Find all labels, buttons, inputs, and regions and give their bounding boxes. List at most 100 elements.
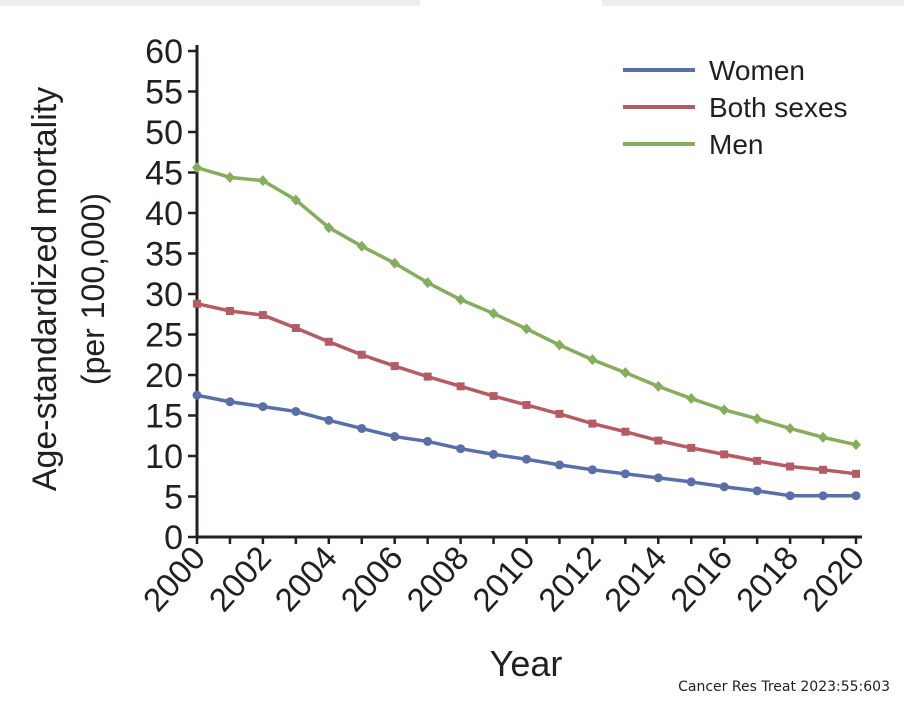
citation-text: Cancer Res Treat 2023:55:603 <box>678 679 890 695</box>
data-point <box>357 423 367 433</box>
data-point <box>224 171 235 183</box>
y-tick-label: 50 <box>145 114 183 152</box>
data-point <box>554 460 564 470</box>
data-point <box>587 354 598 366</box>
data-point <box>752 413 763 425</box>
legend: Women Both sexes Men <box>623 55 848 160</box>
data-point <box>719 404 730 416</box>
data-point <box>192 162 202 174</box>
data-point <box>258 402 268 412</box>
y-tick-label: 35 <box>145 236 183 274</box>
data-point <box>786 462 795 471</box>
data-point <box>488 307 499 319</box>
legend-item-both-sexes: Both sexes <box>623 92 848 123</box>
data-point <box>290 194 301 206</box>
data-point <box>687 443 696 452</box>
y-tick-label: 55 <box>145 74 183 112</box>
data-point <box>193 299 201 308</box>
data-point <box>785 422 796 434</box>
data-point <box>423 372 432 381</box>
data-point <box>819 465 828 474</box>
legend-item-men: Men <box>623 129 763 160</box>
data-point <box>818 491 828 501</box>
y-tick-label: 40 <box>145 195 183 233</box>
x-tick-label: 2000 <box>136 539 213 618</box>
y-tick-label: 25 <box>145 317 183 355</box>
data-point <box>225 307 234 316</box>
y-axis-title-line1: Age-standardized mortality <box>26 87 64 491</box>
top-bar <box>0 0 904 6</box>
y-tick-label: 0 <box>164 519 183 557</box>
x-tick-label: 2008 <box>399 539 476 618</box>
top-bar-right <box>602 0 904 6</box>
data-point <box>555 409 564 418</box>
data-point <box>653 380 664 392</box>
data-point <box>390 362 399 371</box>
data-point <box>456 444 466 454</box>
data-point <box>257 175 268 187</box>
data-point <box>390 432 400 442</box>
data-point <box>489 449 499 459</box>
data-point <box>291 406 301 416</box>
data-point <box>720 450 729 459</box>
y-tick-label: 45 <box>145 155 183 193</box>
data-point <box>521 323 532 335</box>
x-tick-label: 2018 <box>729 539 806 618</box>
data-point <box>620 367 631 379</box>
y-tick-label: 5 <box>164 479 183 517</box>
data-point <box>654 436 663 445</box>
data-point <box>489 392 498 401</box>
x-tick-label: 2010 <box>465 539 542 618</box>
series-layer <box>192 162 861 501</box>
data-point <box>587 465 597 475</box>
y-tick-label: 15 <box>145 398 183 436</box>
data-point <box>455 294 466 306</box>
legend-label: Both sexes <box>709 92 848 123</box>
y-axis-title-line2: (per 100,000) <box>75 193 111 385</box>
x-tick-label: 2002 <box>201 539 278 618</box>
data-point <box>324 337 333 346</box>
data-point <box>852 469 860 478</box>
y-tick-label: 10 <box>145 438 183 476</box>
x-axis: 2000200220042006200820102012201420162018… <box>136 535 872 618</box>
series-men <box>192 162 861 451</box>
data-point <box>522 400 531 409</box>
data-point <box>389 257 400 269</box>
x-tick-label: 2014 <box>597 539 674 618</box>
data-point <box>753 456 762 465</box>
legend-item-women: Women <box>623 55 805 86</box>
data-point <box>686 477 696 487</box>
data-point <box>324 415 334 425</box>
y-tick-label: 20 <box>145 357 183 395</box>
data-point <box>686 392 697 404</box>
data-point <box>291 324 300 333</box>
top-bar-left <box>0 0 420 6</box>
x-tick-label: 2006 <box>333 539 410 618</box>
data-point <box>323 222 334 234</box>
data-point <box>422 277 433 289</box>
data-point <box>258 311 267 320</box>
data-point <box>356 240 367 252</box>
data-point <box>818 431 829 443</box>
data-point <box>719 482 729 492</box>
data-point <box>752 486 762 496</box>
legend-label: Women <box>709 55 805 86</box>
data-point <box>588 419 597 428</box>
data-point <box>620 469 630 479</box>
x-tick-label: 2020 <box>795 539 872 618</box>
data-point <box>851 491 861 501</box>
x-tick-label: 2016 <box>663 539 740 618</box>
data-point <box>456 382 465 391</box>
data-point <box>554 339 565 351</box>
series-women <box>192 390 861 501</box>
data-point <box>357 350 366 359</box>
data-point <box>785 491 795 501</box>
x-axis-title: Year <box>490 643 563 684</box>
data-point <box>192 390 202 400</box>
data-point <box>522 454 531 464</box>
y-tick-label: 60 <box>145 33 183 71</box>
data-point <box>851 439 861 451</box>
legend-label: Men <box>709 129 763 160</box>
y-tick-label: 30 <box>145 276 183 314</box>
